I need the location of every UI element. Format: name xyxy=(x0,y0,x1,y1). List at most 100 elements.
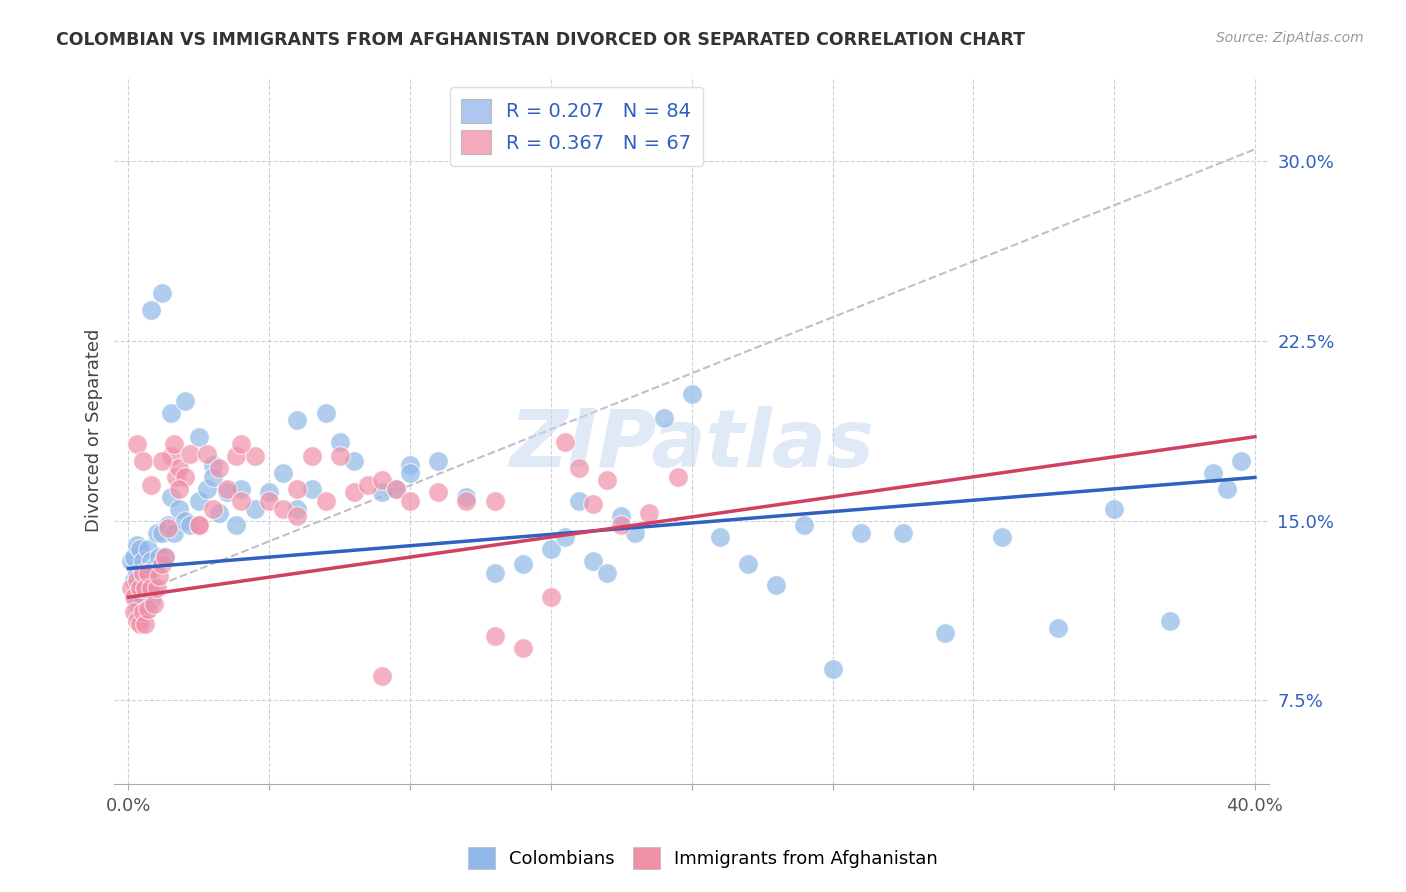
Point xyxy=(128,542,150,557)
Point xyxy=(167,483,190,497)
Point xyxy=(399,458,422,473)
Point xyxy=(139,302,162,317)
Point xyxy=(610,508,633,523)
Point xyxy=(145,581,167,595)
Point xyxy=(554,530,576,544)
Point xyxy=(195,483,218,497)
Point xyxy=(512,557,534,571)
Point xyxy=(139,477,162,491)
Point xyxy=(225,449,247,463)
Point xyxy=(652,410,675,425)
Point xyxy=(427,453,450,467)
Point xyxy=(153,549,176,564)
Point xyxy=(287,508,309,523)
Point xyxy=(142,561,165,575)
Text: COLOMBIAN VS IMMIGRANTS FROM AFGHANISTAN DIVORCED OR SEPARATED CORRELATION CHART: COLOMBIAN VS IMMIGRANTS FROM AFGHANISTAN… xyxy=(56,31,1025,49)
Point xyxy=(136,542,159,557)
Point xyxy=(484,494,506,508)
Point xyxy=(167,461,190,475)
Point xyxy=(195,446,218,460)
Point xyxy=(385,483,408,497)
Point xyxy=(484,566,506,581)
Point xyxy=(162,525,184,540)
Point xyxy=(737,557,759,571)
Point xyxy=(159,490,181,504)
Point xyxy=(207,507,229,521)
Point xyxy=(990,530,1012,544)
Point xyxy=(371,473,394,487)
Point xyxy=(624,525,647,540)
Point xyxy=(329,434,352,449)
Point xyxy=(201,470,224,484)
Point xyxy=(225,518,247,533)
Point xyxy=(128,581,150,595)
Point xyxy=(287,501,309,516)
Point xyxy=(1159,614,1181,628)
Point xyxy=(120,554,142,568)
Point xyxy=(610,518,633,533)
Point xyxy=(173,470,195,484)
Point xyxy=(131,554,153,568)
Point xyxy=(371,669,394,683)
Point xyxy=(343,453,366,467)
Point xyxy=(666,470,689,484)
Point xyxy=(329,449,352,463)
Point xyxy=(122,605,145,619)
Point xyxy=(343,484,366,499)
Point xyxy=(201,501,224,516)
Point xyxy=(173,393,195,408)
Point xyxy=(125,598,148,612)
Point xyxy=(165,470,187,484)
Point xyxy=(512,640,534,655)
Point xyxy=(427,484,450,499)
Point xyxy=(134,616,156,631)
Point xyxy=(765,578,787,592)
Point xyxy=(128,616,150,631)
Point xyxy=(142,581,165,595)
Point xyxy=(131,585,153,599)
Point xyxy=(128,574,150,588)
Point xyxy=(179,518,201,533)
Point xyxy=(371,484,394,499)
Point xyxy=(125,437,148,451)
Point xyxy=(142,598,165,612)
Point xyxy=(122,549,145,564)
Point xyxy=(287,413,309,427)
Point xyxy=(122,591,145,605)
Point xyxy=(456,494,478,508)
Point xyxy=(153,549,176,564)
Point xyxy=(1202,466,1225,480)
Text: Source: ZipAtlas.com: Source: ZipAtlas.com xyxy=(1216,31,1364,45)
Legend: Colombians, Immigrants from Afghanistan: Colombians, Immigrants from Afghanistan xyxy=(461,839,945,876)
Point xyxy=(131,591,153,605)
Point xyxy=(150,285,173,300)
Point xyxy=(150,453,173,467)
Point xyxy=(456,490,478,504)
Point xyxy=(231,494,253,508)
Point xyxy=(145,525,167,540)
Point xyxy=(131,566,153,581)
Point xyxy=(148,549,170,564)
Y-axis label: Divorced or Separated: Divorced or Separated xyxy=(86,329,103,533)
Point xyxy=(125,574,148,588)
Point xyxy=(273,466,295,480)
Point xyxy=(245,501,267,516)
Point xyxy=(596,473,619,487)
Point xyxy=(315,406,337,420)
Point xyxy=(139,554,162,568)
Point xyxy=(167,501,190,516)
Point xyxy=(259,494,281,508)
Point xyxy=(315,494,337,508)
Point xyxy=(131,605,153,619)
Point xyxy=(301,483,323,497)
Point xyxy=(148,568,170,582)
Point xyxy=(231,437,253,451)
Point xyxy=(187,518,209,533)
Point xyxy=(596,566,619,581)
Point xyxy=(215,484,238,499)
Point xyxy=(159,406,181,420)
Point xyxy=(139,592,162,607)
Point xyxy=(259,484,281,499)
Point xyxy=(128,609,150,624)
Point xyxy=(638,507,661,521)
